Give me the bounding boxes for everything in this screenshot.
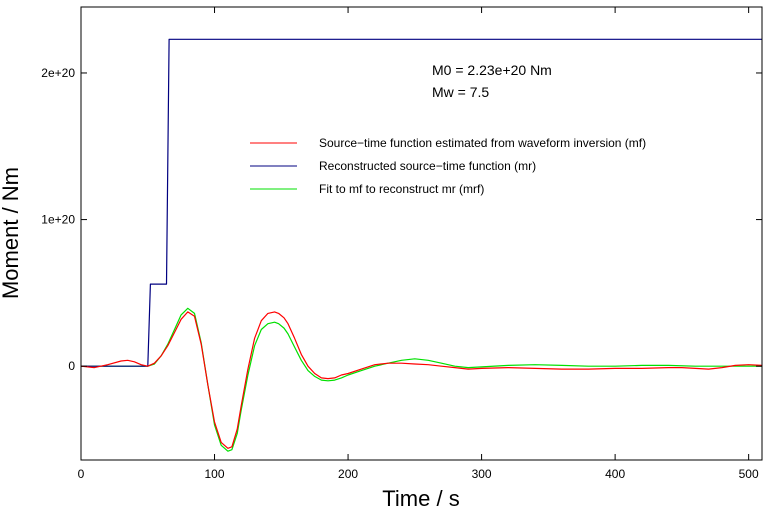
legend: Source−time function estimated from wave… [250,136,646,196]
annotation-mw: Mw = 7.5 [432,84,489,100]
y-tick-label: 2e+20 [41,66,75,80]
plot-frame [80,6,763,461]
y-tick-label: 0 [68,359,75,373]
x-axis-title: Time / s [382,486,459,511]
y-axis-title: Moment / Nm [0,167,23,299]
x-tick-label: 300 [472,467,492,481]
x-tick-label: 100 [205,467,225,481]
x-tick-label: 200 [338,467,358,481]
x-tick-label: 400 [605,467,625,481]
legend-label-mr: Reconstructed source−time function (mr) [319,159,536,173]
y-tick-label: 1e+20 [41,213,75,227]
series-line-mf [80,311,763,449]
series-layer [80,38,763,452]
legend-label-mrf: Fit to mf to reconstruct mr (mrf) [319,182,484,196]
x-tick-label: 500 [739,467,759,481]
legend-label-mf: Source−time function estimated from wave… [319,136,646,150]
annotation-m0: M0 = 2.23e+20 Nm [432,62,552,78]
x-tick-label: 0 [78,467,85,481]
tick-layer: 0 100 200 300 400 500 0 1e+20 2e+20 [41,7,762,481]
series-line-mr [81,38,762,367]
